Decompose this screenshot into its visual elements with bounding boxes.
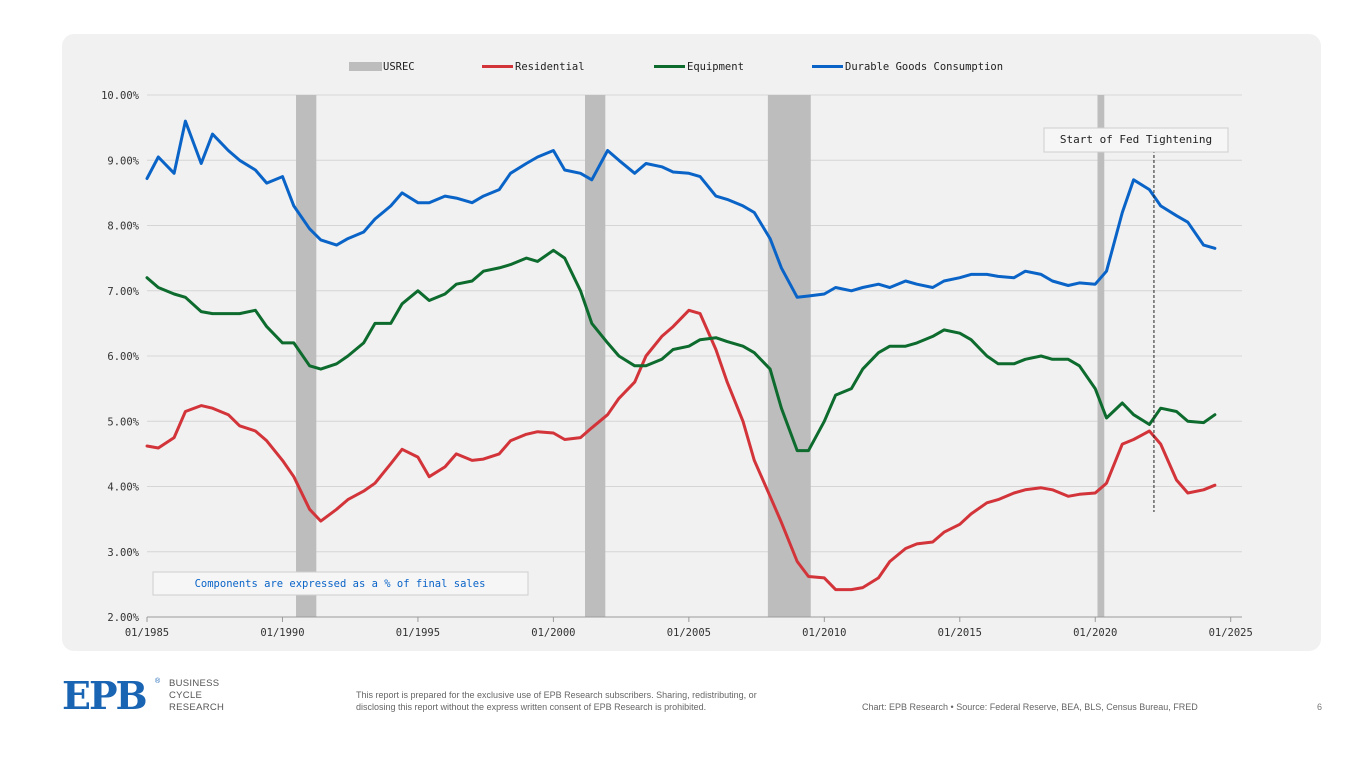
disclaimer-line-2: disclosing this report without the expre… <box>356 701 707 712</box>
chart-panel: 2.00% 3.00% 4.00% 5.00% 6.00% 7.00% 8.00% 9.00%… <box>62 34 1321 651</box>
disclaimer-line-1: This report is prepared for the exclusiv… <box>356 690 757 700</box>
recession-band <box>1097 95 1105 617</box>
y-tick-label: 5.00% <box>107 416 139 428</box>
disclaimer: This report is prepared for the exclusiv… <box>356 690 826 713</box>
page-number: 6 <box>1317 702 1323 712</box>
y-tick-label: 7.00% <box>107 286 139 298</box>
recession-band <box>585 95 606 617</box>
x-tick-label: 01/1995 <box>396 627 440 639</box>
legend-label: Residential <box>515 61 585 73</box>
fed-tightening-label: Start of Fed Tightening <box>1060 133 1212 146</box>
x-tick-label: 01/2015 <box>938 627 982 639</box>
recession-band <box>767 95 811 617</box>
legend-label: USREC <box>383 61 415 73</box>
logo-wordmark: EPB <box>62 673 148 718</box>
logo-tagline-1: BUSINESS <box>169 678 220 689</box>
legend-swatch-usrec <box>349 62 382 71</box>
source-note: Chart: EPB Research • Source: Federal Re… <box>862 702 1198 712</box>
y-tick-label: 2.00% <box>107 612 139 624</box>
logo-tagline-3: RESEARCH <box>169 702 225 713</box>
recession-bands <box>296 95 1105 617</box>
x-axis-labels: 01/1985 01/1990 01/1995 01/2000 01/2005 01/20… <box>125 627 1253 639</box>
series-line-durable-goods-consumption <box>145 119 1217 299</box>
x-tick-label: 01/2000 <box>531 627 575 639</box>
y-axis-labels: 2.00% 3.00% 4.00% 5.00% 6.00% 7.00% 8.00% 9.00%… <box>101 90 140 624</box>
x-tick-label: 01/2020 <box>1073 627 1117 639</box>
x-tick-label: 01/2025 <box>1209 627 1253 639</box>
logo-tagline-2: CYCLE <box>169 690 203 701</box>
series-line-residential <box>145 308 1217 592</box>
y-tick-label: 6.00% <box>107 351 139 363</box>
y-tick-label: 4.00% <box>107 482 139 494</box>
fed-tightening-box <box>1043 127 1229 153</box>
x-tick-label: 01/1985 <box>125 627 169 639</box>
series-line-equipment <box>145 248 1217 453</box>
x-tick-label: 01/2010 <box>802 627 846 639</box>
gridlines <box>147 94 1242 553</box>
legend-label: Equipment <box>687 61 744 73</box>
legend-label: Durable Goods Consumption <box>845 61 1003 73</box>
y-tick-label: 10.00% <box>101 90 140 102</box>
annotations: Start of Fed Tightening Components are e… <box>152 127 1229 596</box>
x-tick-label: 01/1990 <box>260 627 304 639</box>
y-tick-label: 8.00% <box>107 221 139 233</box>
x-axis <box>146 616 1242 622</box>
y-tick-label: 3.00% <box>107 547 139 559</box>
note-box <box>152 571 529 596</box>
recession-band <box>296 95 317 617</box>
series-lines <box>145 119 1217 592</box>
epb-logo: EPB ® BUSINESS CYCLE RESEARCH <box>62 676 232 716</box>
legend: USREC Residential Equipment Durable Goods C… <box>349 61 1003 73</box>
line-chart: 2.00% 3.00% 4.00% 5.00% 6.00% 7.00% 8.00% 9.00%… <box>101 61 1253 639</box>
note-label: Components are expressed as a % of final… <box>195 578 486 590</box>
registered-mark: ® <box>155 678 161 685</box>
y-tick-label: 9.00% <box>107 155 139 167</box>
x-tick-label: 01/2005 <box>667 627 711 639</box>
